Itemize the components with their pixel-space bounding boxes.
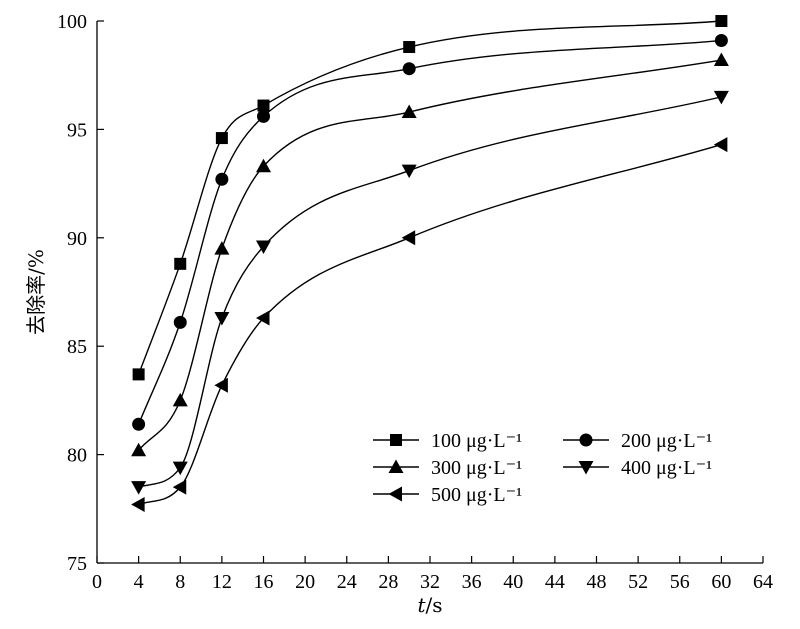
legend: 100 μg·L⁻¹ 200 μg·L⁻¹ 300 μg·L⁻¹ 400 μg·L⁻¹…	[373, 430, 712, 506]
x-tick-label: 44	[545, 571, 565, 593]
x-tick-label: 12	[212, 571, 232, 593]
x-tick-label: 40	[503, 571, 523, 593]
data-point-series-1	[715, 15, 728, 27]
data-point-series-3	[131, 442, 147, 457]
data-point-series-1	[215, 132, 228, 145]
data-point-series-4	[172, 461, 188, 476]
legend-label: 100 μg·L⁻¹	[431, 430, 522, 452]
y-tick-label: 85	[67, 336, 87, 358]
data-point-series-1	[403, 41, 416, 54]
fit-curve-series-3	[138, 59, 722, 451]
x-tick-label: 16	[254, 571, 274, 593]
x-tick-label: 48	[587, 571, 607, 593]
data-point-series-3	[713, 52, 729, 67]
data-markers	[131, 15, 729, 512]
data-point-series-3	[256, 158, 271, 173]
x-tick-label: 4	[134, 571, 144, 593]
legend-marker	[578, 461, 594, 475]
data-point-series-4	[256, 240, 271, 254]
x-tick-label: 52	[628, 571, 648, 593]
data-point-series-5	[172, 479, 187, 495]
data-point-series-2	[215, 172, 229, 186]
data-point-series-3	[401, 104, 417, 119]
legend-marker	[388, 459, 404, 473]
x-tick-label: 20	[295, 571, 315, 593]
x-tick-label: 36	[462, 571, 482, 593]
legend-label: 200 μg·L⁻¹	[621, 430, 712, 452]
fit-curve-series-4	[138, 96, 722, 488]
data-point-series-5	[401, 230, 416, 246]
data-point-series-3	[214, 241, 230, 255]
data-point-series-5	[214, 377, 228, 393]
data-point-series-4	[131, 481, 147, 495]
fit-curve-series-1	[137, 20, 722, 375]
data-point-series-2	[402, 62, 416, 76]
legend-label: 400 μg·L⁻¹	[621, 457, 712, 479]
fit-curve-series-2	[137, 39, 722, 425]
data-point-series-5	[256, 310, 270, 326]
x-tick-label: 64	[753, 571, 773, 593]
data-point-series-1	[132, 368, 145, 381]
x-tick-label: 24	[337, 571, 357, 593]
x-tick-label: 60	[711, 571, 731, 593]
x-axis-title: t/s	[417, 593, 442, 617]
data-point-series-2	[714, 34, 728, 48]
x-tick-label: 8	[175, 571, 185, 593]
data-point-series-4	[401, 164, 417, 179]
legend-marker	[388, 486, 402, 502]
axes: 0 4 8 12 16 20 24 28 32 36 40 44 48 52 56 60 64758085909…	[24, 11, 773, 617]
legend-label: 300 μg·L⁻¹	[431, 457, 522, 479]
data-point-series-2	[173, 315, 187, 329]
x-tick-label: 32	[420, 571, 440, 593]
y-tick-label: 95	[67, 119, 87, 141]
legend-marker	[390, 434, 402, 446]
x-tick-label: 56	[670, 571, 690, 593]
data-point-series-5	[131, 496, 145, 512]
y-tick-label: 100	[57, 11, 87, 33]
data-point-series-4	[713, 90, 729, 105]
y-axis-title: 去除率/%	[24, 249, 48, 335]
data-point-series-4	[214, 312, 230, 326]
legend-marker	[579, 433, 593, 447]
data-point-series-3	[172, 392, 188, 407]
data-point-series-5	[713, 137, 728, 153]
y-tick-label: 80	[67, 445, 87, 467]
x-tick-label: 0	[92, 571, 102, 593]
y-tick-label: 90	[67, 228, 87, 250]
legend-label: 500 μg·L⁻¹	[431, 484, 522, 506]
data-point-series-2	[132, 417, 146, 431]
data-point-series-2	[257, 109, 270, 123]
data-point-series-1	[257, 99, 270, 112]
y-tick-label: 75	[67, 553, 87, 575]
x-tick-label: 28	[378, 571, 398, 593]
data-point-series-1	[174, 257, 187, 270]
